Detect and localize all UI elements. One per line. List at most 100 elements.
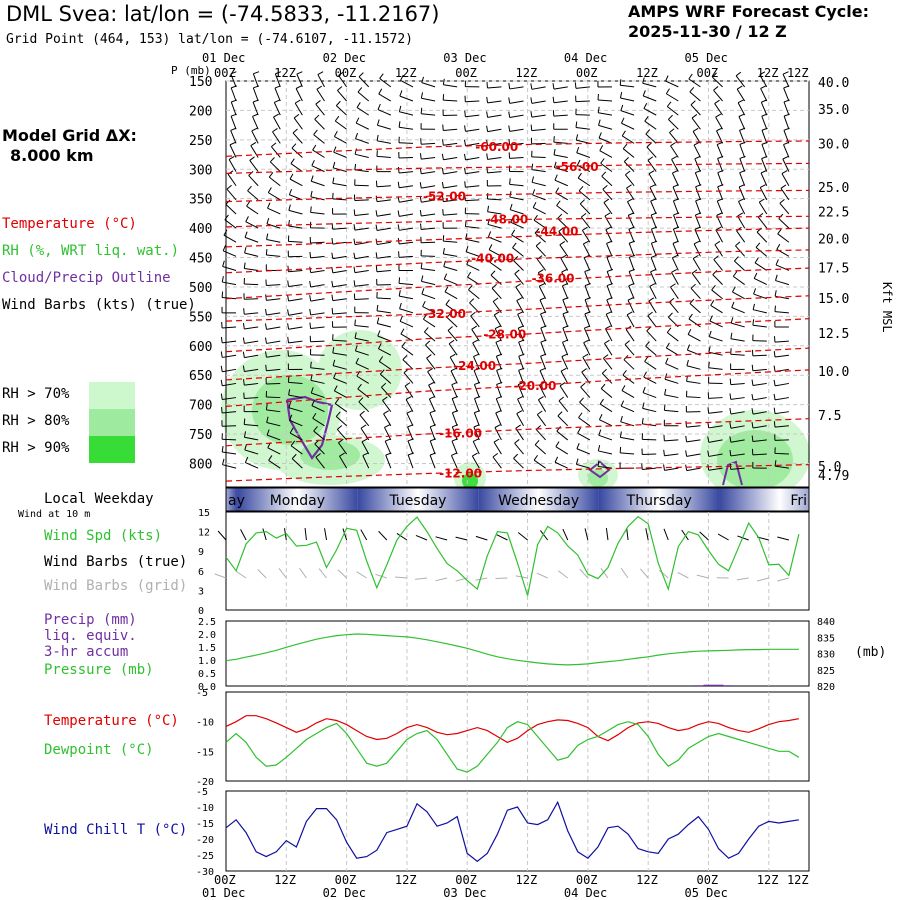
barb-1118 xyxy=(518,370,524,384)
barb-722 xyxy=(734,260,746,271)
barb-1369 xyxy=(407,438,414,442)
legend-rh90: RH > 90% xyxy=(2,440,70,456)
bottom-hour-label-2: 00Z xyxy=(335,873,357,887)
wind-grid-barb-0 xyxy=(214,573,227,579)
barb-191 xyxy=(598,119,601,126)
pressure-tick-200: 200 xyxy=(189,104,212,119)
barb-765 xyxy=(628,268,635,272)
barb-713 xyxy=(629,254,636,258)
barb-400 xyxy=(625,174,635,187)
barb-1075 xyxy=(603,354,609,359)
barb-1204 xyxy=(311,405,325,413)
barb-767 xyxy=(650,268,657,273)
barb-484 xyxy=(399,213,414,217)
barb-813 xyxy=(584,283,591,287)
barb-786 xyxy=(288,298,303,302)
barb-661 xyxy=(629,240,636,244)
top-date-label-3: 04 Dec xyxy=(564,51,607,65)
barb-4 xyxy=(274,73,281,88)
barb-148 xyxy=(714,103,723,116)
barb-846 xyxy=(376,310,391,314)
barb-1177 xyxy=(580,382,586,388)
barb-557 xyxy=(628,212,634,216)
barb-1072 xyxy=(582,356,591,370)
weekday-label-0: ay xyxy=(228,493,245,509)
barb-70 xyxy=(421,97,436,102)
barb-56 xyxy=(274,87,281,102)
temp-dew-panel-frame xyxy=(225,691,810,782)
barb-1203 xyxy=(288,401,292,408)
barb-1297 xyxy=(751,421,754,429)
barb-1257 xyxy=(312,412,317,419)
barb-1144 xyxy=(222,397,237,401)
barb-292 xyxy=(576,152,591,158)
barb-745 xyxy=(398,277,401,284)
barb-46 xyxy=(735,75,746,88)
barb-1229 xyxy=(579,397,584,403)
legend-cloud: Cloud/Precip Outline xyxy=(2,270,171,286)
barb-655 xyxy=(559,240,566,246)
barb-1013 xyxy=(495,339,502,343)
barb-917 xyxy=(584,311,591,315)
barb-349 xyxy=(623,157,629,162)
wind-chill-panel-ytick-3: -20 xyxy=(196,835,214,846)
wind-true-barb-20 xyxy=(415,535,428,541)
wind-true-barb-40 xyxy=(626,528,629,541)
barb-385 xyxy=(441,181,444,189)
barb-1045 xyxy=(265,364,267,371)
barb-1245 xyxy=(751,408,754,415)
barb-1117 xyxy=(496,367,503,371)
barb-959 xyxy=(471,325,478,330)
barb-1230 xyxy=(599,403,613,413)
barb-1410 xyxy=(291,458,303,469)
barb-1390 xyxy=(642,453,657,456)
barb-450 xyxy=(602,188,613,201)
barb-1418 xyxy=(385,454,392,469)
barb-265 xyxy=(271,142,277,148)
barb-1184 xyxy=(664,394,679,399)
barb-452 xyxy=(626,187,635,201)
barb-420 xyxy=(268,192,281,201)
barb-640 xyxy=(398,255,413,258)
barb-330 xyxy=(421,171,436,175)
barb-229 xyxy=(442,139,444,146)
temp-contour-label-0: -60.00 xyxy=(475,140,518,154)
barb-54 xyxy=(252,87,259,102)
barb-1146 xyxy=(244,397,259,400)
barb-331 xyxy=(419,167,422,174)
barb-703 xyxy=(513,255,519,261)
barb-13 xyxy=(358,72,364,78)
barb-1443 xyxy=(641,463,643,470)
barb-262 xyxy=(250,145,259,158)
barb-149 xyxy=(714,99,720,105)
wind-true-barb-44 xyxy=(663,528,669,541)
barb-632 xyxy=(310,255,325,259)
barb-574 xyxy=(244,236,259,243)
legend-precip: Precip (mm) xyxy=(44,612,137,628)
barb-553 xyxy=(581,212,587,218)
barb-518 xyxy=(779,202,790,215)
wind-true-barb-56 xyxy=(777,536,790,541)
barb-1007 xyxy=(425,340,431,346)
barb-677 xyxy=(222,260,225,267)
barb-777 xyxy=(753,272,758,279)
barb-542 xyxy=(465,226,480,229)
barb-1002 xyxy=(378,348,392,356)
barb-167 xyxy=(334,115,340,122)
barb-82 xyxy=(553,100,568,104)
barb-17 xyxy=(400,74,404,81)
barb-691 xyxy=(375,265,378,272)
barb-886 xyxy=(244,326,259,330)
temp-dew-panel-ytick-3: -20 xyxy=(196,777,214,788)
wind-grid-barb-40 xyxy=(620,567,629,579)
barb-347 xyxy=(600,158,605,164)
barb-103 xyxy=(783,85,790,89)
barb-1165 xyxy=(451,381,458,386)
barb-573 xyxy=(223,229,228,236)
barb-474 xyxy=(288,209,303,215)
pressure-tick-650: 650 xyxy=(189,369,212,384)
barb-1033 xyxy=(708,346,711,353)
legend-rh: RH (%, WRT liq. wat.) xyxy=(2,243,180,259)
barb-580 xyxy=(310,241,325,244)
barb-946 xyxy=(332,339,347,342)
